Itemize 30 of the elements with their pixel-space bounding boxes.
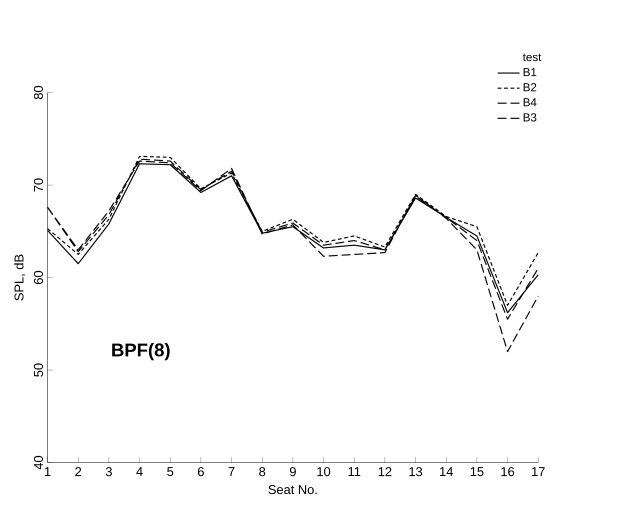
y-tick-label: 80 — [34, 86, 43, 100]
x-tick-label: 15 — [470, 467, 484, 476]
legend-label: B1 — [524, 68, 536, 76]
x-tick-label: 16 — [501, 467, 514, 476]
x-tick-label: 8 — [259, 467, 266, 476]
legend-label: B2 — [524, 83, 536, 92]
x-tick-label: 7 — [228, 467, 234, 476]
x-tick-label: 10 — [317, 467, 330, 476]
y-tick-label: 50 — [34, 363, 43, 377]
x-tick-label: 3 — [106, 467, 112, 476]
x-tick-label: 14 — [440, 467, 453, 476]
x-tick-label: 5 — [167, 467, 174, 476]
x-tick-label: 2 — [75, 467, 82, 476]
x-tick-label: 1 — [44, 467, 50, 476]
y-tick-label: 60 — [34, 270, 43, 284]
x-tick-label: 17 — [532, 467, 545, 476]
x-axis-title: Seat No. — [268, 485, 317, 494]
x-tick-label: 4 — [136, 467, 143, 476]
y-axis-title: SPL, dB — [14, 254, 26, 301]
x-tick-label: 9 — [290, 467, 296, 476]
legend-title: test — [522, 54, 542, 62]
legend-label: B3 — [524, 113, 536, 122]
y-tick-label: 70 — [34, 178, 43, 192]
x-tick-label: 11 — [348, 467, 360, 476]
x-tick-label: 6 — [198, 467, 204, 476]
legend-label: B4 — [524, 98, 537, 106]
x-tick-label: 13 — [409, 467, 422, 476]
annotation: BPF(8) — [112, 342, 170, 360]
y-tick-label: 40 — [34, 456, 43, 470]
x-tick-label: 12 — [378, 467, 392, 476]
